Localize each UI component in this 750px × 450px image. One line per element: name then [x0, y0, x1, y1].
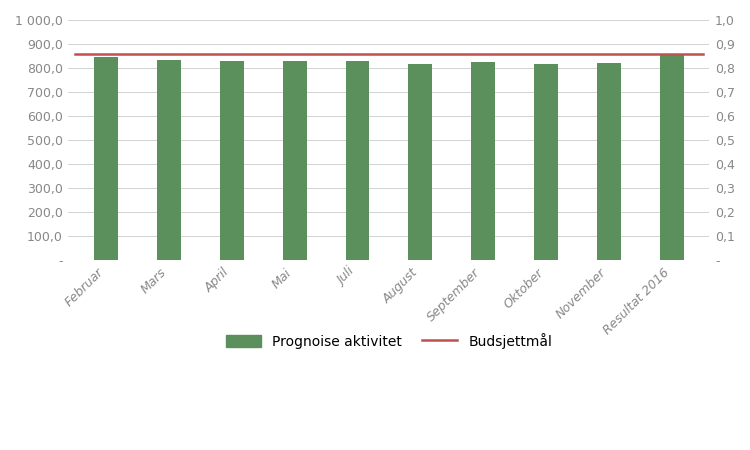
Bar	[471, 62, 495, 261]
Bar	[597, 63, 621, 261]
Bar	[94, 57, 118, 261]
Bar	[660, 54, 684, 261]
Bar	[283, 61, 307, 261]
Bar	[534, 64, 558, 261]
Bar	[409, 64, 432, 261]
Bar	[220, 61, 244, 261]
Bar	[346, 61, 370, 261]
Bar	[157, 60, 181, 261]
Legend: Prognoise aktivitet, Budsjettmål: Prognoise aktivitet, Budsjettmål	[220, 328, 557, 355]
